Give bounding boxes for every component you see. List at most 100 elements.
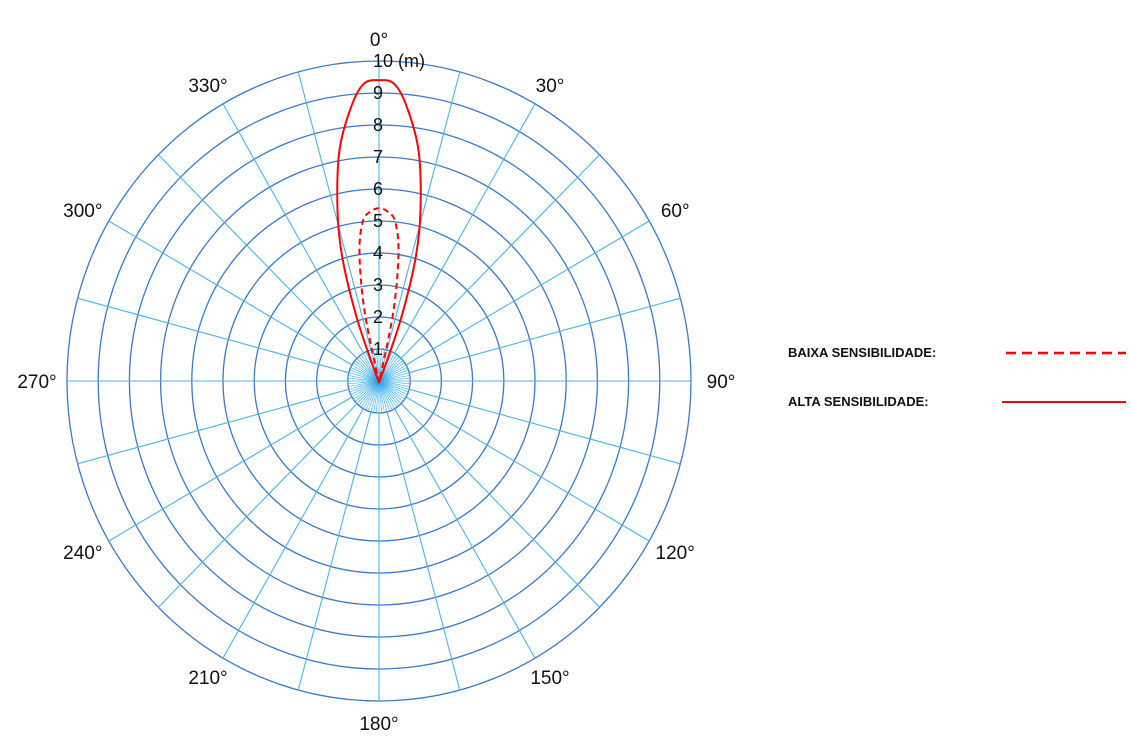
center-spoke-95 xyxy=(378,380,411,385)
center-spoke-105 xyxy=(378,380,410,390)
angle-tick-180: 180° xyxy=(359,714,398,735)
center-spoke-225 xyxy=(356,380,380,404)
center-spoke-75 xyxy=(378,372,410,382)
center-spoke-295 xyxy=(350,367,380,382)
center-spoke-45 xyxy=(378,358,402,382)
spoke-240 xyxy=(108,396,353,542)
center-spoke-220 xyxy=(358,380,380,406)
center-spoke-65 xyxy=(378,367,408,382)
center-spoke-315 xyxy=(356,358,380,382)
center-spoke-170 xyxy=(378,380,385,413)
spoke-30 xyxy=(394,103,536,354)
spoke-105 xyxy=(408,388,681,465)
center-spoke-145 xyxy=(378,380,398,408)
center-spoke-165 xyxy=(378,380,388,412)
radial-tick-6: 6 xyxy=(373,179,383,199)
legend-label-baixa: BAIXA SENSIBILIDADE: xyxy=(788,345,937,360)
center-spoke-50 xyxy=(378,360,404,382)
radial-tick-2: 2 xyxy=(373,307,383,327)
radial-tick-9: 9 xyxy=(373,83,383,103)
center-spoke-265 xyxy=(347,380,380,385)
center-spoke-255 xyxy=(348,380,380,390)
center-spoke-310 xyxy=(354,360,380,382)
radial-tick-7: 7 xyxy=(373,147,383,167)
spoke-255 xyxy=(77,388,350,465)
series-curves xyxy=(336,79,422,384)
center-spoke-135 xyxy=(378,380,402,404)
center-spoke-350 xyxy=(373,349,380,382)
center-spoke-80 xyxy=(378,375,410,382)
center-spoke-55 xyxy=(378,362,405,382)
legend-entry-baixa: BAIXA SENSIBILIDADE: xyxy=(788,338,1128,368)
radial-tick-5: 5 xyxy=(373,211,383,231)
legend-swatch-solid xyxy=(1002,401,1126,403)
center-spoke-190 xyxy=(373,380,380,413)
center-spoke-115 xyxy=(378,380,408,395)
spoke-60 xyxy=(405,220,650,366)
angle-tick-0: 0° xyxy=(370,30,388,51)
center-spoke-195 xyxy=(370,380,380,412)
spoke-195 xyxy=(297,411,372,691)
spoke-165 xyxy=(386,411,461,691)
center-spoke-305 xyxy=(353,362,380,382)
center-spoke-280 xyxy=(348,375,380,382)
spoke-345 xyxy=(297,71,372,351)
spoke-285 xyxy=(77,297,350,374)
center-spoke-70 xyxy=(378,369,409,382)
radial-tick-1: 1 xyxy=(373,339,383,359)
spoke-330 xyxy=(222,103,364,354)
center-spoke-320 xyxy=(358,356,380,382)
angular-spokes xyxy=(67,61,691,701)
center-spoke-215 xyxy=(360,380,380,408)
center-spoke-205 xyxy=(365,380,380,411)
radial-tick-4: 4 xyxy=(373,243,383,263)
angle-tick-120: 120° xyxy=(656,543,695,564)
center-spoke-120 xyxy=(378,380,407,398)
center-spokes xyxy=(347,349,411,413)
angle-tick-150: 150° xyxy=(530,668,569,689)
spoke-300 xyxy=(108,220,353,366)
angle-tick-210: 210° xyxy=(188,668,227,689)
radial-tick-8: 8 xyxy=(373,115,383,135)
angle-tick-60: 60° xyxy=(661,201,690,222)
angular-tick-labels: 0° 30° 60° 90° 120° 150° 180° 210° 240° 270° 300° 3… xyxy=(17,30,735,735)
radial-tick-labels: 1 2 3 4 5 6 7 8 9 10 (m) xyxy=(373,51,425,359)
radial-tick-3: 3 xyxy=(373,275,383,295)
spoke-315 xyxy=(157,154,358,359)
center-spoke-230 xyxy=(354,380,380,402)
spoke-225 xyxy=(157,403,358,608)
legend-swatch-dashed xyxy=(1006,351,1126,355)
spoke-75 xyxy=(408,297,681,374)
angle-tick-90: 90° xyxy=(707,372,736,393)
spoke-135 xyxy=(400,403,601,608)
radial-tick-10: 10 (m) xyxy=(373,51,425,71)
center-spoke-260 xyxy=(348,380,380,387)
center-spoke-240 xyxy=(351,380,380,398)
center-spoke-60 xyxy=(378,364,407,382)
center-spoke-100 xyxy=(378,380,410,387)
spoke-120 xyxy=(405,396,650,542)
center-spoke-40 xyxy=(378,356,400,382)
center-spoke-245 xyxy=(350,380,380,395)
angle-tick-300: 300° xyxy=(63,201,102,222)
series-alta-curve xyxy=(336,79,422,384)
center-spoke-300 xyxy=(351,364,380,382)
center-spoke-355 xyxy=(375,349,380,382)
center-spoke-185 xyxy=(375,380,380,413)
legend-entry-alta: ALTA SENSIBILIDADE: xyxy=(788,387,1128,417)
center-spoke-125 xyxy=(378,380,405,400)
center-spoke-130 xyxy=(378,380,404,402)
center-spoke-140 xyxy=(378,380,400,406)
spoke-15 xyxy=(386,71,461,351)
center-spoke-210 xyxy=(363,380,380,409)
center-spoke-175 xyxy=(378,380,383,413)
center-spoke-235 xyxy=(353,380,380,400)
series-baixa-curve xyxy=(358,207,400,384)
center-spoke-285 xyxy=(348,372,380,382)
angle-tick-30: 30° xyxy=(536,76,565,97)
spoke-210 xyxy=(222,408,364,659)
center-spoke-155 xyxy=(378,380,393,411)
spoke-150 xyxy=(394,408,536,659)
center-spoke-5 xyxy=(378,349,383,382)
